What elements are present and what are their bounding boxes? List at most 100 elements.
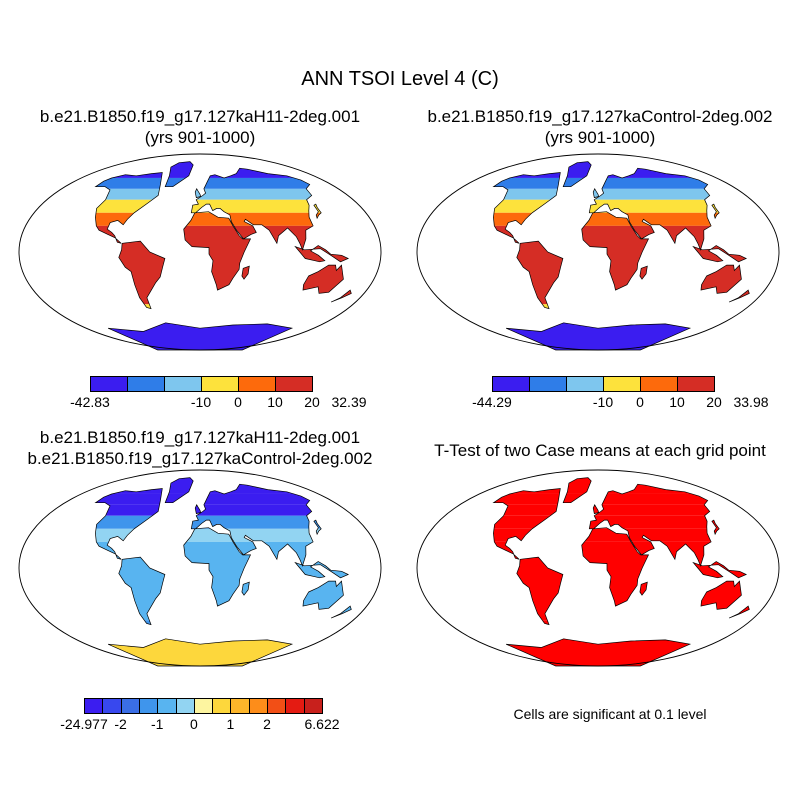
colorbar-swatch: [238, 376, 276, 392]
colorbar-panel-1: -42.83 -10 0 10 20 32.39: [70, 376, 367, 412]
zone-band-temperate: [493, 620, 750, 634]
coastline-north-america: [94, 488, 163, 560]
coastline-eurasia: [588, 167, 712, 251]
zone-band-antarctic: [95, 633, 352, 666]
coastline-uk: [592, 504, 600, 515]
zone-band-temperate: [493, 515, 750, 529]
coastline-new-zealand: [728, 605, 750, 619]
zone-band-temperate: [95, 515, 352, 529]
colorbar-tick-label: 0: [636, 394, 644, 410]
coastline-eurasia: [190, 167, 314, 251]
zone-band-warm: [493, 212, 750, 226]
zone-band-north: [95, 161, 352, 178]
colorbar-swatch: [120, 698, 140, 714]
colorbar-tick-label: -10: [190, 394, 212, 410]
colorbar-swatch: [193, 698, 214, 714]
colorbar-tick-label: 6.622: [304, 716, 340, 732]
coastline-north-america: [492, 488, 561, 560]
globe-outline: [416, 153, 780, 351]
globe-outline: [416, 469, 780, 667]
colorbar-swatch: [267, 698, 287, 714]
colorbar-tick-label: 10: [669, 394, 685, 410]
zone-band-antarctic: [493, 317, 750, 350]
panel-1-title-line-2: (yrs 901-1000): [144, 128, 256, 147]
coastline-south-america: [118, 240, 166, 310]
colorbar-panel-3: -24.977 -2 -1 0 1 2 6.622: [60, 698, 340, 734]
colorbar-swatch: [603, 376, 641, 392]
coastline-africa: [581, 527, 650, 607]
colorbar-tick-label: 0: [234, 394, 242, 410]
zone-band-warm: [95, 212, 352, 226]
coastline-south-america: [516, 240, 564, 310]
colorbar-tick-label: 2: [263, 716, 271, 732]
panel-2-title-line-2: (yrs 901-1000): [544, 128, 656, 147]
colorbar-swatch: [677, 376, 715, 392]
zone-band-subarctic: [95, 493, 352, 505]
zone-band-boreal: [95, 188, 352, 200]
map-panel-3: [18, 469, 382, 667]
coastline-africa: [183, 527, 252, 607]
zone-band-warm: [493, 528, 750, 542]
coastline-australia: [302, 580, 344, 610]
zone-band-north: [95, 477, 352, 494]
coastline-indonesia: [294, 245, 350, 263]
coastline-indonesia: [692, 561, 748, 579]
coastline-uk: [592, 188, 600, 199]
coastline-japan: [711, 203, 720, 220]
colorbar-swatch: [285, 698, 305, 714]
colorbar-tick-label: -44.29: [472, 394, 512, 410]
colorbar-tick-label: 33.98: [733, 394, 769, 410]
coastline-eurasia: [190, 483, 314, 567]
coastline-indonesia: [692, 245, 748, 263]
map-panel-2: [416, 153, 780, 351]
colorbar-tick-label: -2: [114, 716, 127, 732]
colorbar-tick-label: 1: [226, 716, 235, 732]
coastline-africa: [183, 211, 252, 291]
coastline-new-zealand: [728, 289, 750, 303]
coastline-japan: [711, 519, 720, 536]
panel-2-title: b.e21.B1850.f19_g17.127kaControl-2deg.00…: [400, 106, 800, 148]
zone-band-temperate: [95, 199, 352, 213]
colorbar-tick-label: 0: [189, 716, 198, 732]
coastline-madagascar: [639, 581, 648, 596]
coastline-north-america: [492, 172, 561, 244]
map-panel-4: [416, 469, 780, 667]
coastline-australia: [700, 580, 742, 610]
zone-band-boreal: [493, 188, 750, 200]
coastline-madagascar: [639, 265, 648, 280]
zone-band-temperate: [95, 620, 352, 634]
panel-4-title-line-1: T-Test of two Case means at each grid po…: [434, 441, 766, 460]
coastline-greenland: [562, 161, 592, 188]
colorbar-swatch: [102, 698, 122, 714]
panel-2-title-line-1: b.e21.B1850.f19_g17.127kaControl-2deg.00…: [427, 107, 773, 126]
zone-band-boreal: [493, 504, 750, 516]
colorbar-swatch: [303, 698, 323, 714]
coastline-japan: [313, 203, 322, 220]
colorbar-swatch: [230, 698, 250, 714]
panel-3-title-line-1: b.e21.B1850.f19_g17.127kaH11-2deg.001: [39, 428, 361, 447]
coastline-australia: [700, 264, 742, 294]
colorbar-swatch: [201, 376, 239, 392]
coastline-greenland: [562, 477, 592, 504]
coastline-south-america: [516, 556, 564, 626]
panel-4-title: T-Test of two Case means at each grid po…: [400, 440, 800, 461]
colorbar-tick-label: 32.39: [331, 394, 367, 410]
zone-band-north: [493, 161, 750, 178]
coastline-madagascar: [241, 581, 250, 596]
zone-band-temperate: [493, 304, 750, 318]
zone-band-boreal: [95, 504, 352, 516]
colorbar-swatch: [175, 698, 195, 714]
zone-band-subarctic: [95, 177, 352, 189]
colorbar-swatch: [529, 376, 567, 392]
colorbar-swatch: [138, 698, 159, 714]
coastline-new-zealand: [330, 605, 352, 619]
coastline-greenland: [164, 161, 194, 188]
panel-1-title-line-1: b.e21.B1850.f19_g17.127kaH11-2deg.001: [39, 107, 361, 126]
colorbar-swatch: [566, 376, 604, 392]
colorbar-swatch: [275, 376, 313, 392]
coastline-japan: [313, 519, 322, 536]
colorbar-swatch: [640, 376, 678, 392]
colorbar-tick-label: -24.977: [60, 716, 108, 732]
significance-note: Cells are significant at 0.1 level: [513, 706, 707, 722]
panel-1-title: b.e21.B1850.f19_g17.127kaH11-2deg.001 (y…: [0, 106, 400, 148]
